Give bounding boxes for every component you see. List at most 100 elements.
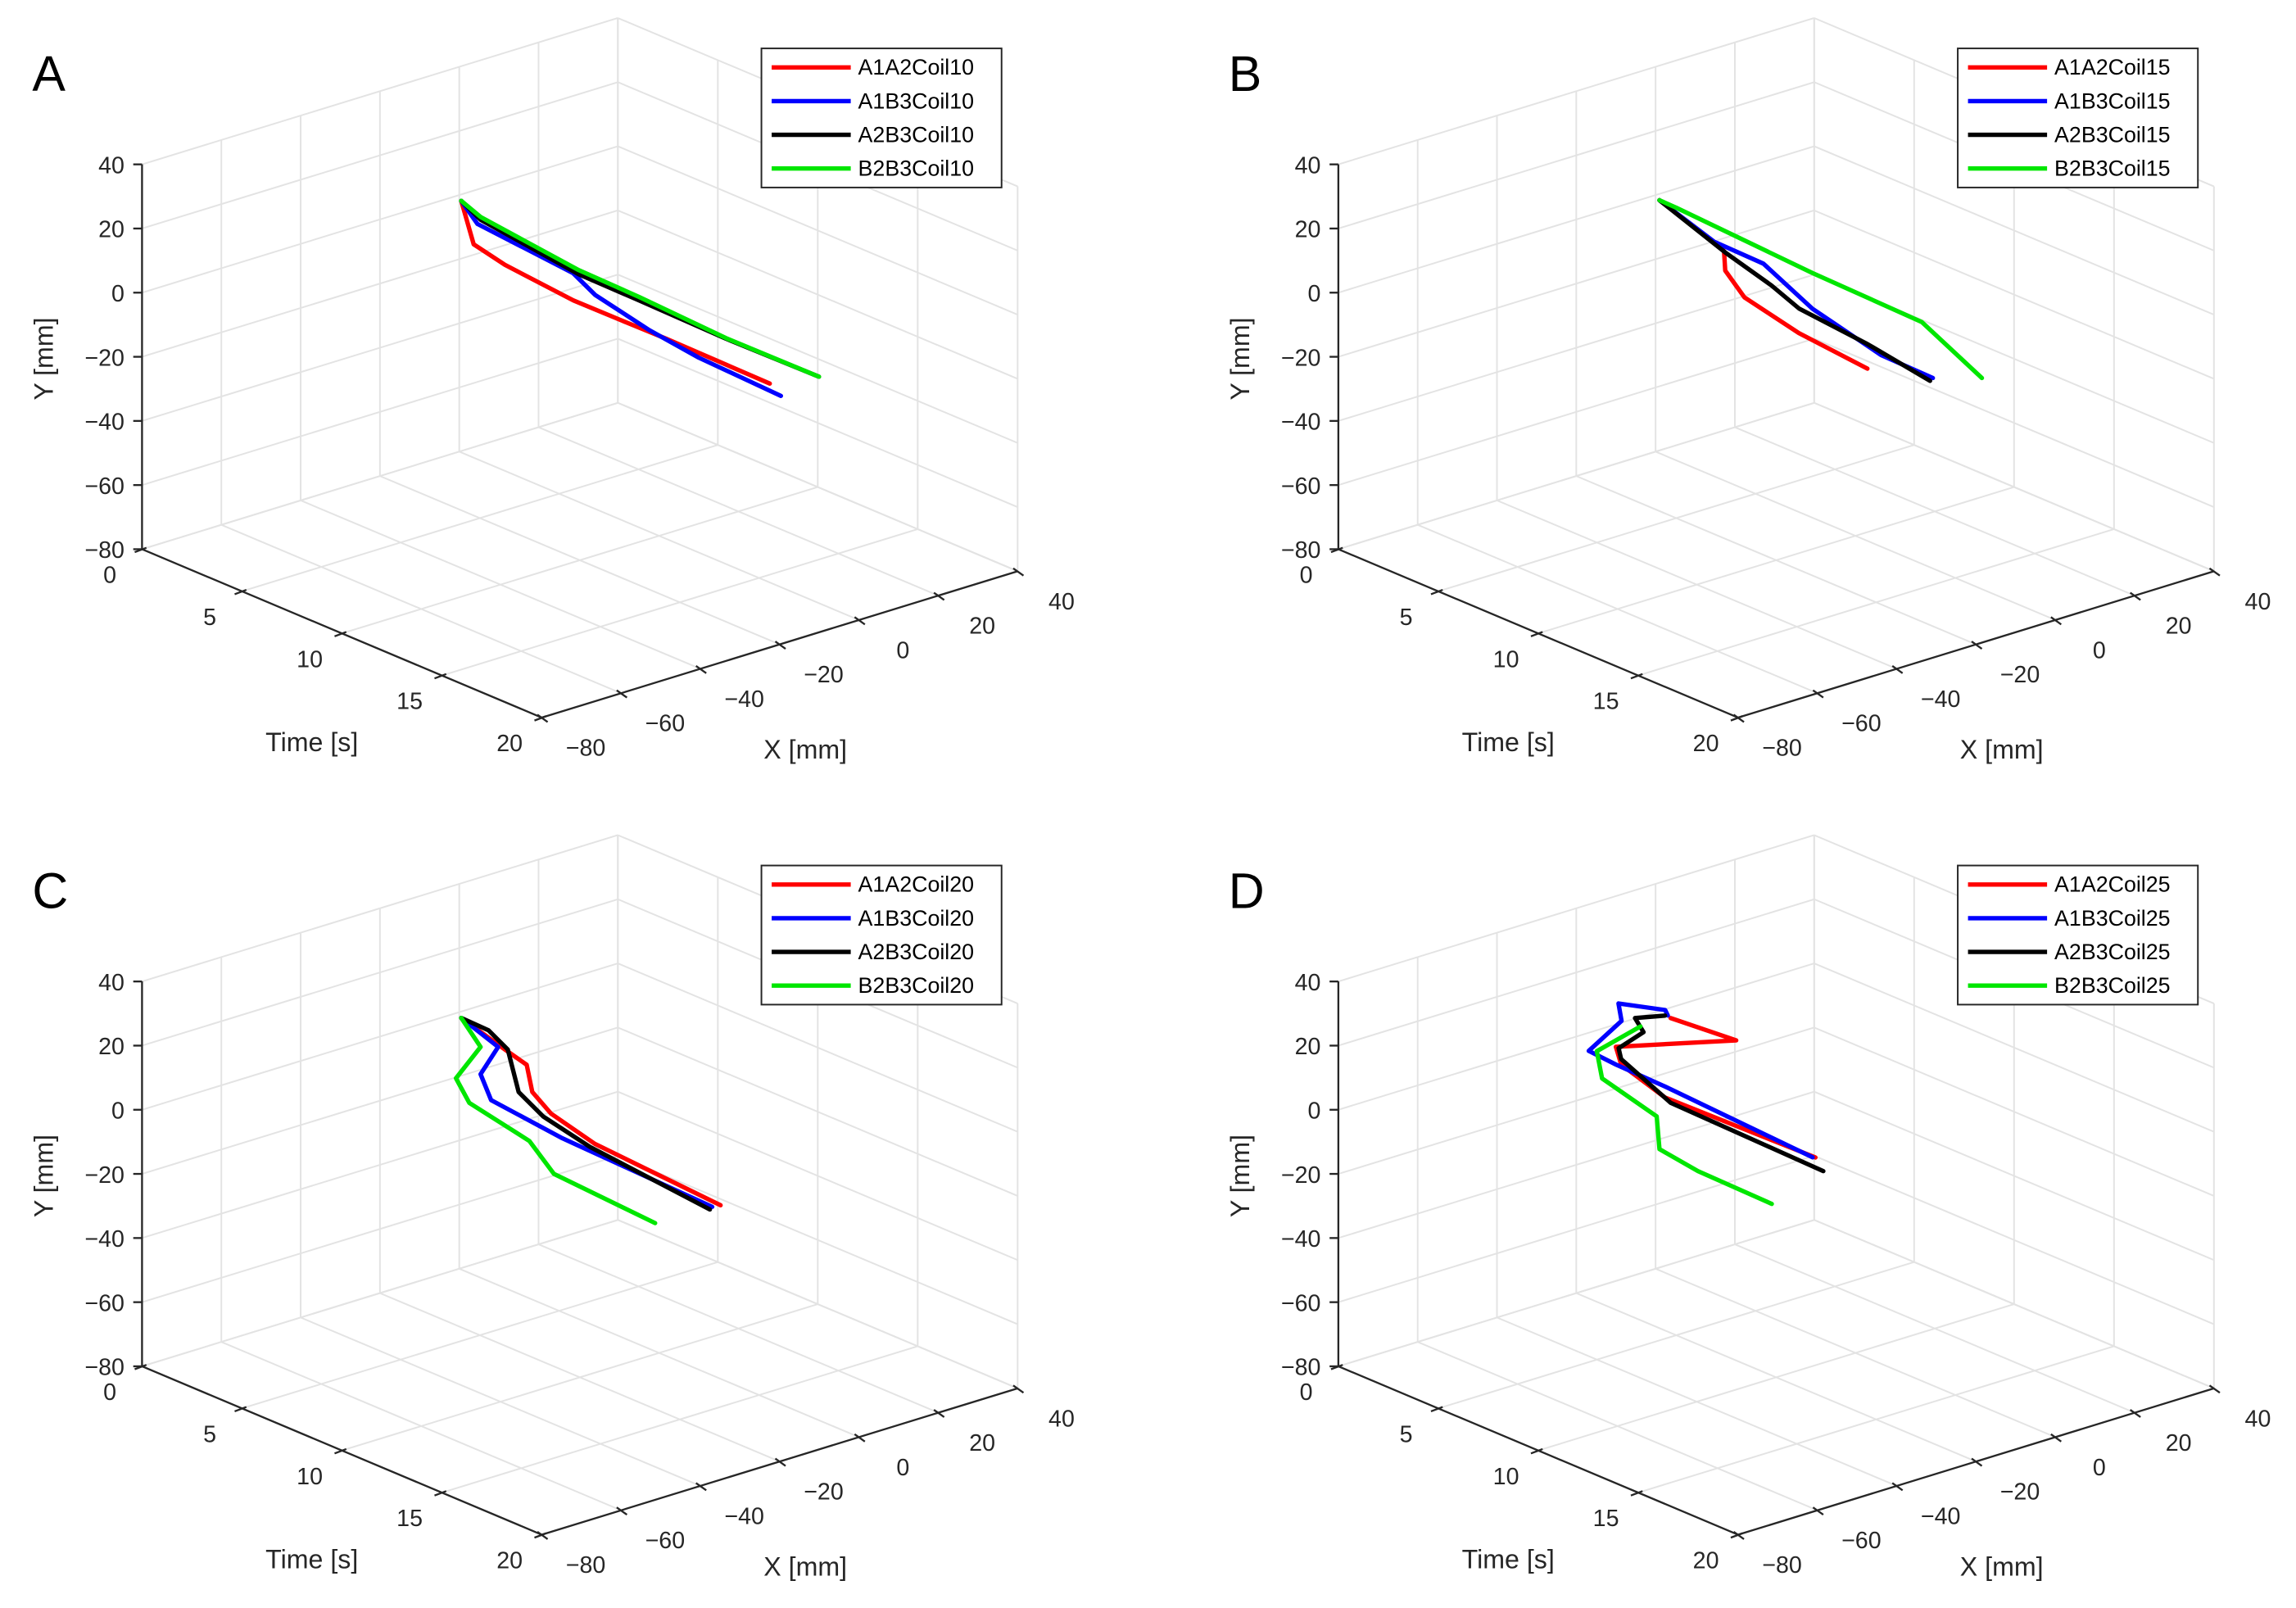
legend: A1A2Coil10 A1B3Coil10 A2B3Coil10 B2B3Coil10 — [760, 48, 1003, 188]
grid-line — [1814, 1026, 2215, 1197]
y-tick-label: −60 — [84, 1290, 125, 1316]
time-tick — [1430, 1406, 1443, 1413]
x-tick — [774, 641, 786, 650]
legend-label: A1B3Coil25 — [2054, 906, 2171, 931]
x-tick-label: −20 — [2000, 1479, 2040, 1506]
legend-box — [1957, 48, 2199, 188]
x-tick — [2208, 567, 2221, 577]
y-tick-label: 0 — [111, 1098, 125, 1124]
time-tick-label: 10 — [1493, 1464, 1519, 1490]
y-axis-title: Y [mm] — [1225, 317, 1255, 400]
grid-line — [300, 499, 701, 670]
x-tick-label: 20 — [969, 614, 995, 640]
x-tick-label: 0 — [2093, 637, 2106, 664]
x-tick-label: 40 — [1048, 1406, 1075, 1432]
x-tick — [1732, 1531, 1745, 1540]
grid-line — [617, 209, 1018, 380]
y-tick-label: −40 — [84, 1226, 125, 1252]
grid-line — [1338, 401, 1815, 550]
grid-line — [142, 337, 618, 487]
y-tick-label: 20 — [1295, 217, 1321, 243]
y-tick-label: −40 — [84, 410, 125, 436]
time-tick — [1330, 1364, 1343, 1370]
y-tick-label: 20 — [98, 1034, 125, 1060]
grid-line — [142, 274, 618, 422]
x-tick — [1891, 1482, 1904, 1492]
x-tick — [616, 689, 628, 699]
series-line-a2b3coil10 — [459, 198, 822, 379]
grid-line — [1338, 1219, 1815, 1367]
x-tick-label: −20 — [804, 1479, 844, 1506]
x-tick-label: −40 — [724, 686, 764, 713]
legend-label: A1B3Coil10 — [858, 88, 975, 113]
grid-line — [1338, 17, 1815, 165]
legend: A1A2Coil15 A1B3Coil15 A2B3Coil15 B2B3Coil15 — [1957, 48, 2199, 188]
time-tick-label: 0 — [103, 563, 116, 589]
legend-label: B2B3Coil25 — [2054, 973, 2171, 998]
y-tick-label: 40 — [1295, 970, 1321, 996]
time-tick — [234, 588, 247, 596]
grid-line — [538, 426, 939, 597]
grid-line — [617, 274, 1018, 444]
x-tick — [537, 713, 549, 723]
x-tick-label: 0 — [896, 637, 909, 664]
panel-b: −80 −60 −40 −20 0 20 40 0 5 10 15 20 −80 −60 −40 −20 0 20… — [1225, 17, 2271, 764]
time-tick-label: 15 — [396, 1506, 423, 1532]
x-tick-label: 40 — [1048, 589, 1075, 615]
x-tick-label: −80 — [566, 736, 606, 762]
legend-label: B2B3Coil10 — [858, 156, 975, 181]
x-tick — [1732, 713, 1745, 723]
time-tick-label: 20 — [496, 1548, 523, 1574]
grid-line — [1338, 274, 1815, 422]
legend-label: B2B3Coil15 — [2054, 156, 2171, 181]
time-tick-label: 20 — [1693, 731, 1719, 757]
series-line-b2b3coil15 — [1657, 197, 1985, 381]
y-tick-label: −20 — [1281, 345, 1321, 371]
y-axis-title: Y [mm] — [1225, 1135, 1255, 1217]
time-tick-label: 0 — [103, 1379, 116, 1406]
time-tick-label: 20 — [496, 731, 523, 757]
legend-label: A1B3Coil15 — [2054, 88, 2171, 113]
grid-line — [1417, 523, 1818, 695]
x-tick-label: 0 — [896, 1455, 909, 1481]
x-tick — [2050, 1433, 2063, 1443]
x-tick-label: −40 — [724, 1503, 764, 1529]
series-line-a1a2coil25 — [1613, 1016, 1818, 1160]
time-tick — [1530, 1447, 1543, 1455]
y-tick-label: −60 — [1281, 1290, 1321, 1316]
grid-line — [1734, 1243, 2135, 1414]
grid-line — [142, 17, 618, 165]
time-tick — [334, 1447, 347, 1455]
panel-letter: D — [1229, 863, 1265, 918]
time-tick-label: 15 — [1593, 1506, 1619, 1532]
y-tick-label: 0 — [1308, 1098, 1321, 1124]
time-tick-label: 0 — [1300, 563, 1313, 589]
x-tick-label: −40 — [1921, 686, 1961, 713]
x-tick — [854, 1433, 866, 1443]
panel-c: −80 −60 −40 −20 0 20 40 0 5 10 15 20 −80 −60 −40 −20 0 20… — [29, 834, 1075, 1582]
legend-label: A2B3Coil10 — [858, 122, 975, 147]
grid-line — [617, 1090, 1018, 1261]
y-tick-label: −80 — [84, 1355, 125, 1381]
time-tick-label: 5 — [203, 605, 216, 631]
x-tick — [933, 1409, 945, 1418]
legend-label: A2B3Coil25 — [2054, 940, 2171, 964]
grid-line — [1814, 337, 2215, 508]
time-tick — [1330, 546, 1343, 554]
y-tick-label: 40 — [98, 970, 125, 996]
y-tick-label: 40 — [98, 152, 125, 179]
grid-line — [142, 963, 618, 1111]
time-tick — [1630, 673, 1643, 680]
x-tick-label: −20 — [2000, 662, 2040, 688]
x-tick — [1012, 567, 1025, 577]
time-tick — [134, 546, 147, 554]
grid-line — [1814, 1219, 2215, 1389]
time-tick — [1430, 588, 1443, 596]
grid-line — [1814, 145, 2215, 316]
grid-line — [459, 1267, 860, 1438]
time-tick-label: 5 — [203, 1421, 216, 1447]
x-tick — [2129, 1409, 2141, 1418]
grid-line — [142, 1219, 618, 1367]
x-tick-label: 20 — [2166, 1430, 2192, 1456]
